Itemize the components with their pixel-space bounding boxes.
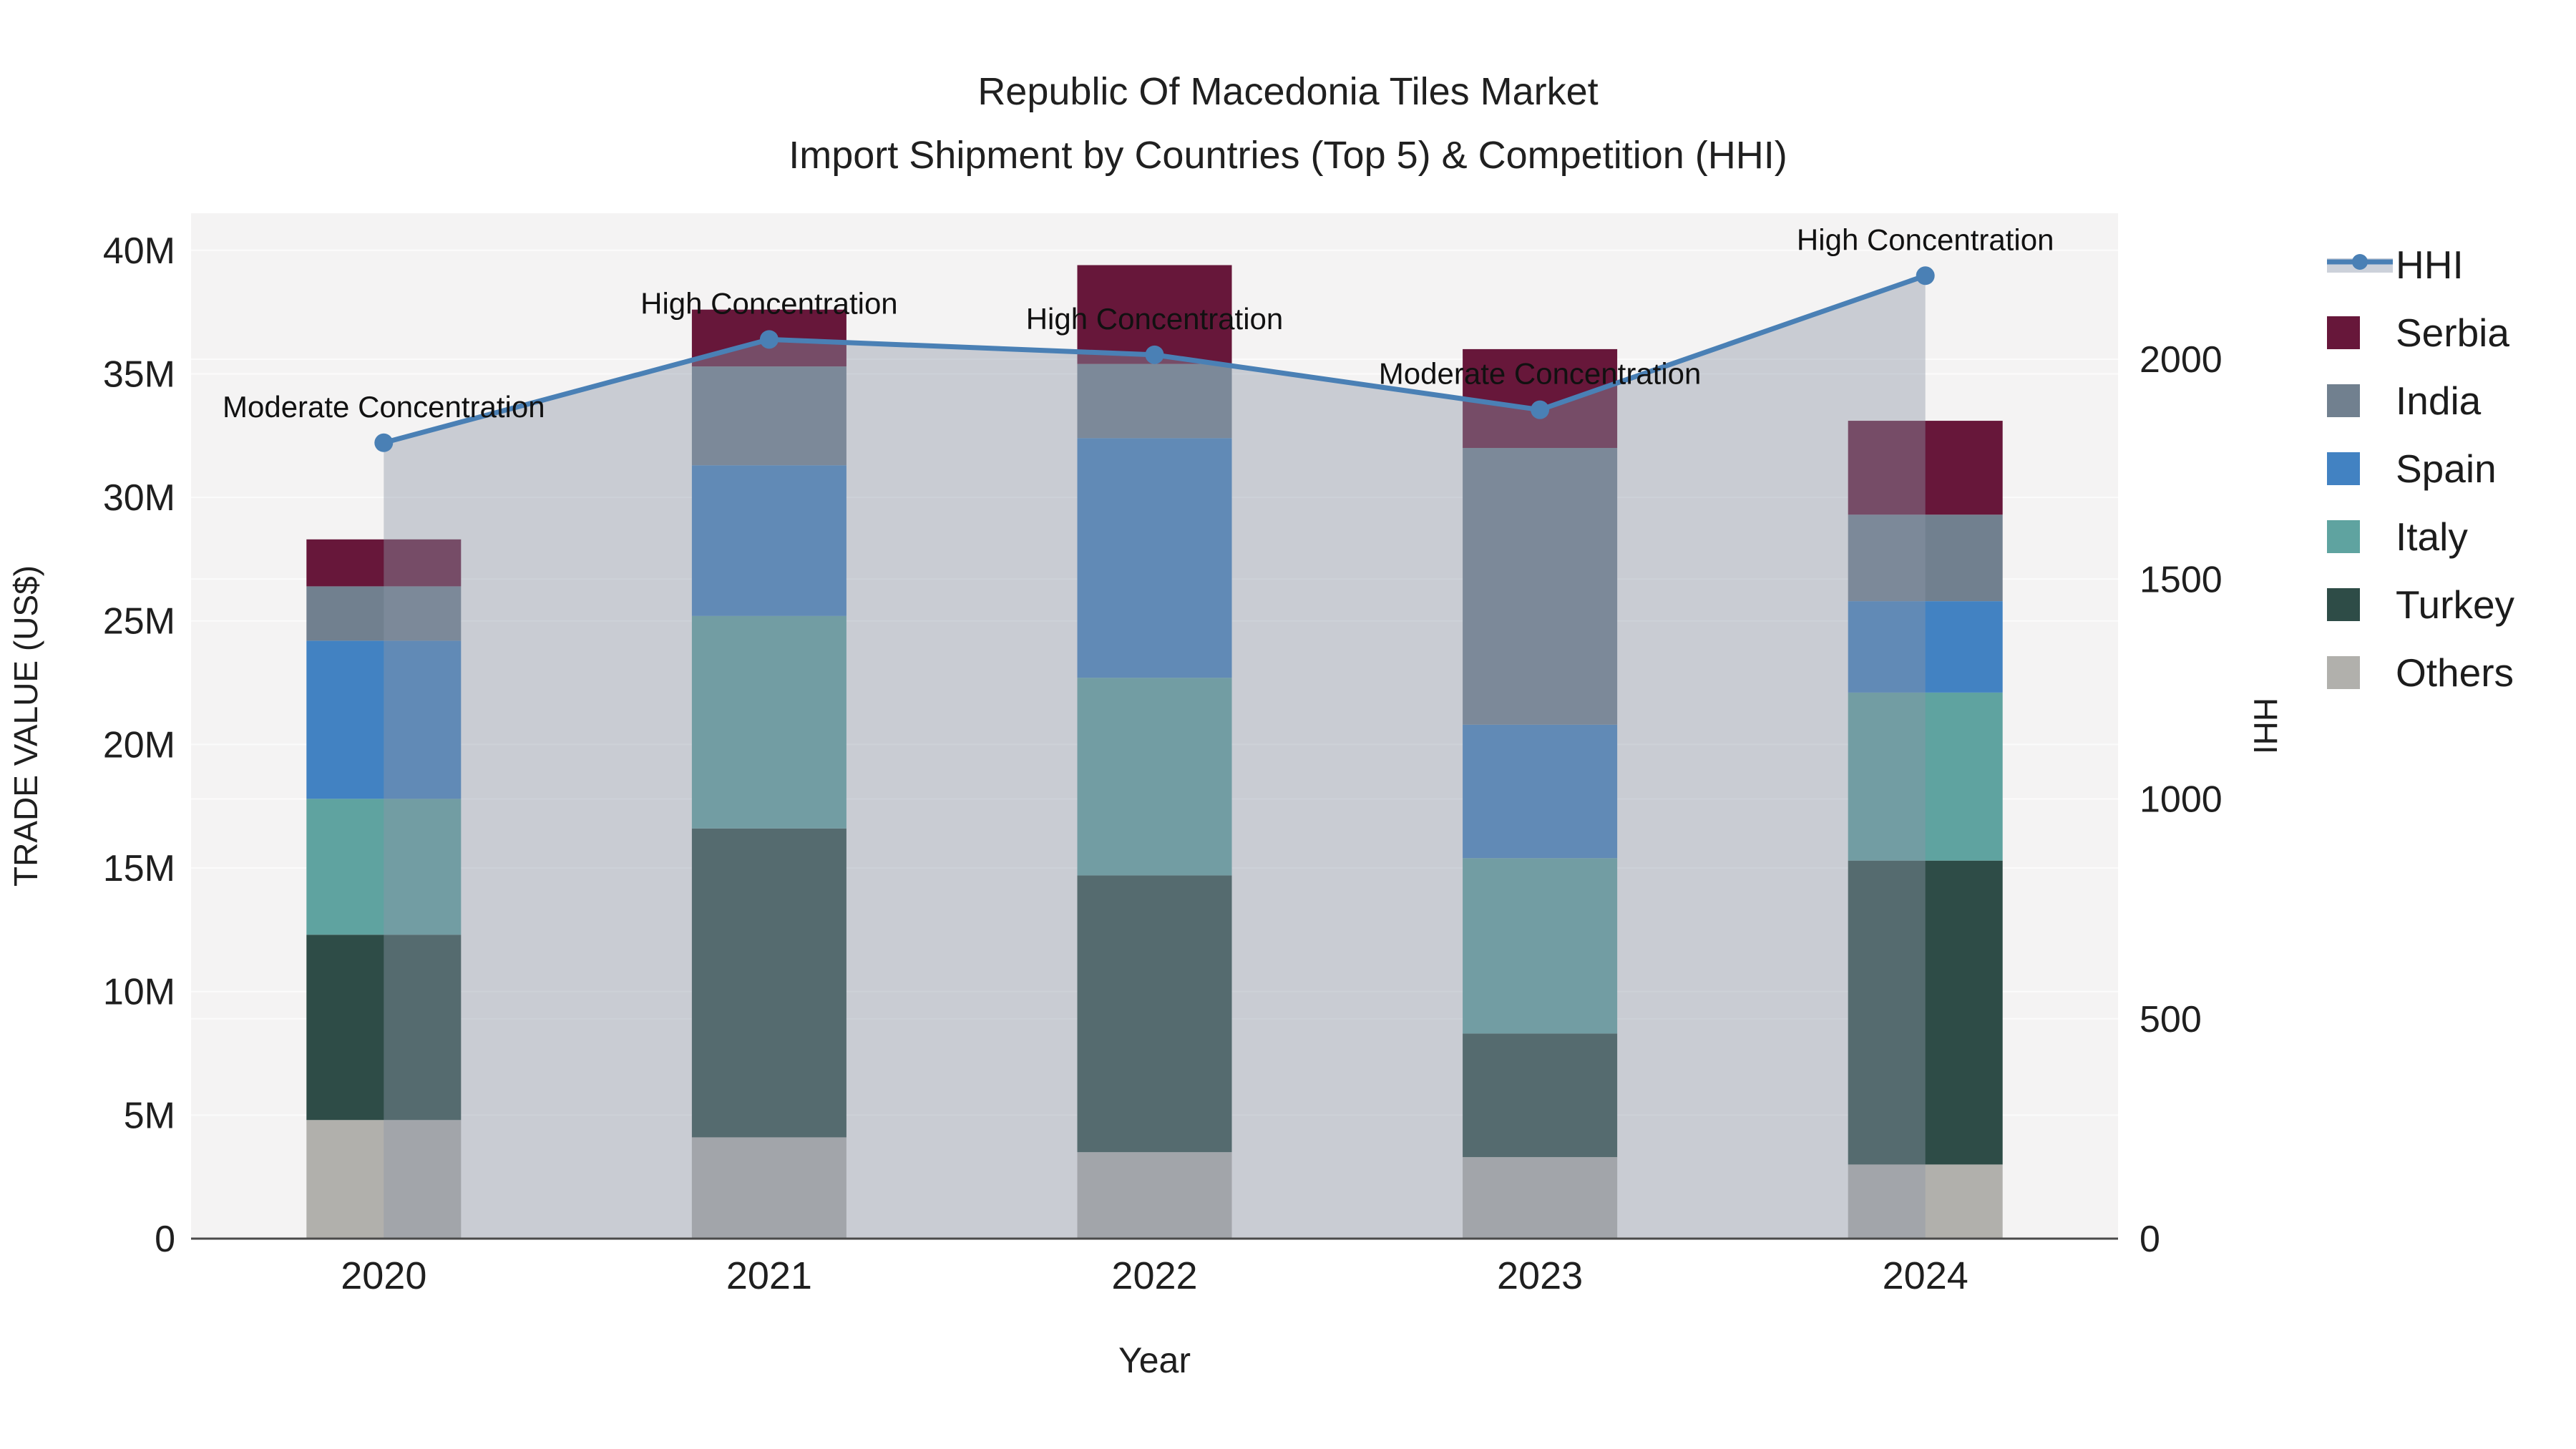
swatch-others xyxy=(2327,655,2360,689)
legend: HHI Serbia India Spain Italy Turkey Others xyxy=(2327,230,2514,706)
legend-label-hhi: HHI xyxy=(2396,242,2464,287)
bar-segment-2020-spain xyxy=(306,640,462,799)
legend-swatch-icon xyxy=(2327,384,2396,417)
x-tick-2022: 2022 xyxy=(1111,1254,1197,1297)
y-right-tick-1000: 1000 xyxy=(2140,779,2223,821)
bar-segment-2023-serbia xyxy=(1463,348,1618,449)
y-left-tick-5M: 5M xyxy=(124,1095,175,1136)
legend-item-india[interactable]: India xyxy=(2327,366,2514,434)
y-right-tick-2000: 2000 xyxy=(2140,339,2223,381)
swatch-turkey xyxy=(2327,587,2360,621)
bar-segment-2023-italy xyxy=(1463,858,1618,1034)
y-left-tick-20M: 20M xyxy=(103,724,175,766)
legend-swatch-icon xyxy=(2327,655,2396,689)
hhi-area-fill xyxy=(384,275,1926,1239)
swatch-serbia xyxy=(2327,316,2360,349)
x-tick-2020: 2020 xyxy=(341,1254,426,1297)
swatch-india xyxy=(2327,384,2360,417)
annotation-2023: Moderate Concentration xyxy=(1379,357,1702,391)
y-left-tick-0: 0 xyxy=(155,1219,175,1260)
y-right-tick-500: 500 xyxy=(2140,999,2202,1040)
chart-subtitle: Import Shipment by Countries (Top 5) & C… xyxy=(789,134,1787,177)
x-tick-2023: 2023 xyxy=(1497,1254,1583,1297)
legend-item-italy[interactable]: Italy xyxy=(2327,502,2514,570)
hhi-marker-2022 xyxy=(1145,345,1164,364)
y-left-tick-25M: 25M xyxy=(103,601,175,643)
legend-item-others[interactable]: Others xyxy=(2327,638,2514,706)
annotation-2020: Moderate Concentration xyxy=(223,390,545,424)
legend-label-others: Others xyxy=(2396,650,2514,695)
legend-item-serbia[interactable]: Serbia xyxy=(2327,298,2514,366)
legend-item-spain[interactable]: Spain xyxy=(2327,434,2514,502)
bar-segment-2020-india xyxy=(306,586,462,641)
legend-swatch-icon xyxy=(2327,452,2396,485)
bar-segment-2023-spain xyxy=(1463,724,1618,859)
hhi-marker-2024 xyxy=(1916,266,1935,286)
legend-label-india: India xyxy=(2396,378,2482,423)
bar-segment-2021-india xyxy=(691,366,847,466)
legend-label-turkey: Turkey xyxy=(2396,582,2515,627)
y-left-tick-10M: 10M xyxy=(103,972,175,1013)
hhi-line-icon xyxy=(2327,249,2396,280)
y-right-tick-0: 0 xyxy=(2140,1219,2160,1260)
y-right-axis-title: HHI xyxy=(2247,698,2284,754)
swatch-spain xyxy=(2327,452,2360,485)
bar-segment-2024-spain xyxy=(1848,601,2003,693)
legend-item-hhi[interactable]: HHI xyxy=(2327,230,2514,298)
legend-swatch-icon xyxy=(2327,519,2396,553)
y-left-axis-title: TRADE VALUE (US$) xyxy=(7,565,44,887)
bar-segment-2021-turkey xyxy=(691,828,847,1138)
bar-segment-2022-others xyxy=(1077,1152,1232,1239)
hhi-marker-2021 xyxy=(759,330,779,349)
hhi-marker-2020 xyxy=(374,433,394,452)
y-left-tick-35M: 35M xyxy=(103,353,175,395)
bar-segment-2021-spain xyxy=(691,465,847,616)
x-axis-title: Year xyxy=(1118,1340,1191,1380)
y-right-tick-1500: 1500 xyxy=(2140,559,2223,600)
x-tick-2024: 2024 xyxy=(1883,1254,1968,1297)
bar-segment-2021-others xyxy=(691,1137,847,1239)
bar-segment-2022-spain xyxy=(1077,438,1232,678)
bar-segment-2022-turkey xyxy=(1077,875,1232,1153)
legend-swatch-icon xyxy=(2327,316,2396,349)
annotation-2024: High Concentration xyxy=(1797,223,2054,256)
bar-segment-2024-india xyxy=(1848,514,2003,602)
bar-segment-2024-turkey xyxy=(1848,860,2003,1165)
chart-title-block: Republic Of Macedonia Tiles Market Impor… xyxy=(0,60,2576,187)
bar-segment-2020-italy xyxy=(306,799,462,935)
swatch-italy xyxy=(2327,519,2360,553)
bar-segment-2022-italy xyxy=(1077,678,1232,876)
bar-segment-2020-others xyxy=(306,1120,462,1239)
chart-title: Republic Of Macedonia Tiles Market xyxy=(977,70,1599,113)
bar-segment-2020-turkey xyxy=(306,935,462,1121)
legend-item-turkey[interactable]: Turkey xyxy=(2327,570,2514,638)
legend-swatch-icon xyxy=(2327,587,2396,621)
bar-segment-2021-italy xyxy=(691,615,847,829)
y-left-tick-30M: 30M xyxy=(103,477,175,519)
y-left-tick-15M: 15M xyxy=(103,848,175,889)
bar-segment-2023-others xyxy=(1463,1157,1618,1239)
y-left-tick-40M: 40M xyxy=(103,230,175,272)
x-tick-2021: 2021 xyxy=(726,1254,812,1297)
legend-label-spain: Spain xyxy=(2396,446,2497,491)
bar-segment-2024-serbia xyxy=(1848,421,2003,515)
bar-segment-2022-india xyxy=(1077,364,1232,439)
bar-segment-2023-india xyxy=(1463,448,1618,725)
bar-segment-2024-italy xyxy=(1848,692,2003,861)
bar-segment-2024-others xyxy=(1848,1164,2003,1239)
hhi-marker-2023 xyxy=(1531,400,1550,419)
annotation-2022: High Concentration xyxy=(1026,302,1284,336)
legend-label-serbia: Serbia xyxy=(2396,310,2509,355)
bar-segment-2020-serbia xyxy=(306,539,462,587)
bar-segment-2023-turkey xyxy=(1463,1033,1618,1158)
annotation-2021: High Concentration xyxy=(640,286,898,320)
legend-label-italy: Italy xyxy=(2396,514,2468,559)
